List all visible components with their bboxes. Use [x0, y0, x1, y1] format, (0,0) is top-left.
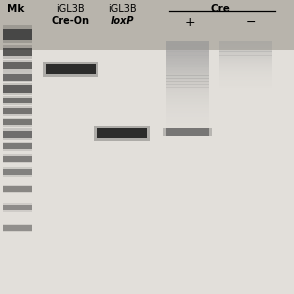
FancyBboxPatch shape [166, 68, 209, 70]
FancyBboxPatch shape [219, 41, 272, 42]
FancyBboxPatch shape [219, 48, 272, 49]
FancyBboxPatch shape [3, 25, 32, 43]
FancyBboxPatch shape [166, 69, 209, 70]
FancyBboxPatch shape [219, 63, 272, 64]
FancyBboxPatch shape [3, 48, 32, 56]
FancyBboxPatch shape [166, 98, 209, 99]
FancyBboxPatch shape [219, 59, 272, 60]
FancyBboxPatch shape [3, 224, 32, 232]
FancyBboxPatch shape [219, 45, 272, 46]
FancyBboxPatch shape [166, 68, 209, 69]
FancyBboxPatch shape [219, 43, 272, 44]
FancyBboxPatch shape [219, 50, 272, 51]
FancyBboxPatch shape [219, 71, 272, 72]
Text: +: + [184, 16, 195, 29]
FancyBboxPatch shape [166, 47, 209, 49]
FancyBboxPatch shape [3, 118, 32, 127]
FancyBboxPatch shape [219, 60, 272, 61]
FancyBboxPatch shape [166, 92, 209, 93]
Text: iGL3B: iGL3B [108, 4, 136, 14]
FancyBboxPatch shape [166, 44, 209, 46]
FancyBboxPatch shape [219, 70, 272, 71]
FancyBboxPatch shape [166, 104, 209, 106]
FancyBboxPatch shape [166, 101, 209, 102]
FancyBboxPatch shape [166, 64, 209, 65]
FancyBboxPatch shape [166, 95, 209, 96]
FancyBboxPatch shape [166, 108, 209, 110]
FancyBboxPatch shape [3, 74, 32, 81]
FancyBboxPatch shape [166, 55, 209, 56]
FancyBboxPatch shape [166, 67, 209, 68]
FancyBboxPatch shape [219, 66, 272, 67]
FancyBboxPatch shape [166, 43, 209, 44]
FancyBboxPatch shape [3, 131, 32, 138]
FancyBboxPatch shape [3, 205, 32, 210]
FancyBboxPatch shape [166, 50, 209, 51]
FancyBboxPatch shape [166, 51, 209, 53]
FancyBboxPatch shape [166, 89, 209, 91]
FancyBboxPatch shape [219, 42, 272, 43]
FancyBboxPatch shape [166, 57, 209, 58]
FancyBboxPatch shape [166, 91, 209, 92]
FancyBboxPatch shape [166, 56, 209, 58]
FancyBboxPatch shape [166, 74, 209, 76]
FancyBboxPatch shape [166, 65, 209, 66]
FancyBboxPatch shape [166, 59, 209, 60]
FancyBboxPatch shape [166, 60, 209, 61]
FancyBboxPatch shape [166, 71, 209, 73]
FancyBboxPatch shape [166, 41, 209, 42]
FancyBboxPatch shape [219, 72, 272, 73]
FancyBboxPatch shape [166, 64, 209, 65]
FancyBboxPatch shape [166, 86, 209, 88]
FancyBboxPatch shape [163, 128, 212, 136]
Text: Cre-On: Cre-On [51, 16, 90, 26]
FancyBboxPatch shape [219, 61, 272, 62]
FancyBboxPatch shape [166, 128, 209, 136]
FancyBboxPatch shape [219, 58, 272, 59]
FancyBboxPatch shape [166, 80, 209, 81]
FancyBboxPatch shape [166, 71, 209, 72]
Text: iGL3B: iGL3B [56, 4, 85, 14]
FancyBboxPatch shape [166, 73, 209, 74]
FancyBboxPatch shape [166, 49, 209, 50]
FancyBboxPatch shape [166, 65, 209, 66]
FancyBboxPatch shape [166, 96, 209, 98]
FancyBboxPatch shape [219, 64, 272, 65]
FancyBboxPatch shape [3, 143, 32, 149]
FancyBboxPatch shape [166, 52, 209, 53]
FancyBboxPatch shape [219, 54, 272, 55]
FancyBboxPatch shape [3, 225, 32, 231]
FancyBboxPatch shape [3, 45, 32, 59]
FancyBboxPatch shape [219, 68, 272, 69]
FancyBboxPatch shape [166, 49, 209, 50]
FancyBboxPatch shape [166, 102, 209, 104]
FancyBboxPatch shape [166, 62, 209, 64]
FancyBboxPatch shape [219, 47, 272, 48]
FancyBboxPatch shape [166, 41, 209, 43]
FancyBboxPatch shape [219, 74, 272, 75]
FancyBboxPatch shape [3, 106, 32, 116]
FancyBboxPatch shape [3, 142, 32, 151]
FancyBboxPatch shape [166, 105, 209, 107]
FancyBboxPatch shape [166, 81, 209, 83]
FancyBboxPatch shape [219, 44, 272, 45]
Text: −: − [246, 16, 257, 29]
FancyBboxPatch shape [3, 169, 32, 175]
FancyBboxPatch shape [166, 48, 209, 49]
FancyBboxPatch shape [3, 62, 32, 69]
Text: loxP: loxP [110, 16, 134, 26]
FancyBboxPatch shape [166, 83, 209, 84]
FancyBboxPatch shape [166, 99, 209, 101]
FancyBboxPatch shape [166, 66, 209, 68]
FancyBboxPatch shape [3, 156, 32, 162]
FancyBboxPatch shape [219, 46, 272, 47]
FancyBboxPatch shape [3, 128, 32, 140]
FancyBboxPatch shape [3, 203, 32, 211]
FancyBboxPatch shape [166, 76, 209, 77]
FancyBboxPatch shape [166, 58, 209, 59]
FancyBboxPatch shape [3, 83, 32, 95]
FancyBboxPatch shape [166, 55, 209, 56]
FancyBboxPatch shape [3, 85, 32, 93]
FancyBboxPatch shape [166, 54, 209, 55]
